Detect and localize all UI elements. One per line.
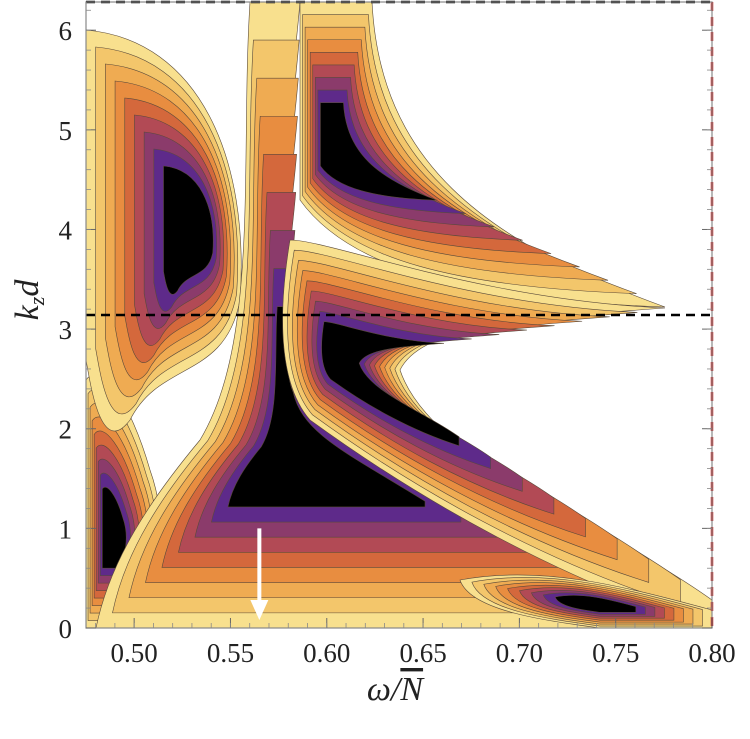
contour-bands (86, 2, 712, 628)
contour-band (321, 321, 460, 447)
x-tick-label: 0.55 (207, 638, 254, 668)
y-tick-label: 6 (59, 16, 73, 46)
contour-region (299, 2, 666, 308)
contour-band (554, 595, 637, 613)
contour-region (86, 29, 242, 432)
plot-frame (85, 1, 713, 629)
y-tick-label: 0 (59, 614, 73, 644)
x-tick-label: 0.60 (303, 638, 350, 668)
contour-region (282, 239, 712, 628)
contour-band (163, 165, 214, 295)
x-axis-ticks: 0.50 0.55 0.60 0.65 0.70 0.75 0.80 (95, 618, 736, 668)
y-axis-label: kzd (9, 279, 49, 321)
x-tick-label: 0.70 (496, 638, 543, 668)
arrow-head (250, 600, 269, 621)
contour-band (320, 102, 438, 201)
x-tick-label: 0.50 (111, 638, 158, 668)
contour-region (459, 574, 712, 628)
x-tick-label: 0.65 (399, 638, 446, 668)
y-tick-label: 4 (59, 215, 73, 245)
arrow-marker (250, 528, 269, 621)
y-tick-label: 2 (59, 415, 73, 445)
y-tick-label: 5 (59, 116, 73, 146)
contour-region (95, 2, 712, 628)
y-tick-label: 1 (59, 514, 73, 544)
x-axis-label: ω/N (367, 671, 425, 708)
y-tick-label: 3 (59, 315, 73, 345)
y-axis-ticks: 0 1 2 3 4 5 6 (59, 9, 712, 644)
x-tick-label: 0.80 (688, 638, 735, 668)
x-tick-label: 0.75 (592, 638, 639, 668)
